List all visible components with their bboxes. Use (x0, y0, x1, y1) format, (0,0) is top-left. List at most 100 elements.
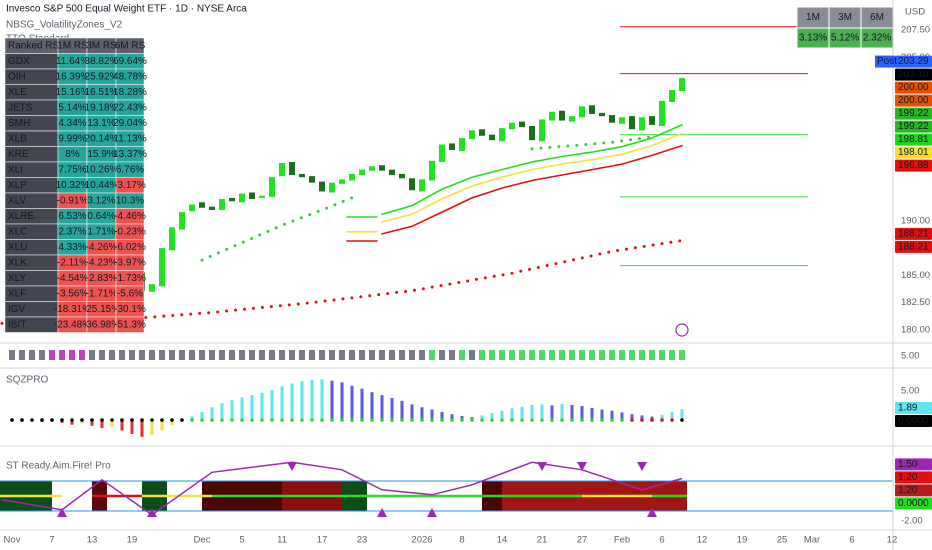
price-tag-label: 1.20 (898, 472, 918, 483)
candle (489, 134, 495, 141)
histogram-bar (430, 409, 434, 421)
squeeze-dot (450, 418, 454, 422)
table-header: 6M RS (115, 40, 146, 51)
state-square (549, 350, 555, 360)
candle (519, 121, 525, 128)
state-square (199, 350, 205, 360)
histogram-bar (380, 395, 384, 421)
candle (299, 173, 305, 178)
squeeze-dot (590, 418, 594, 422)
state-square (269, 350, 275, 360)
squeeze-dot (570, 418, 574, 422)
indicator-line (381, 144, 683, 235)
x-tick-label: 17 (317, 535, 328, 546)
squeeze-dot (130, 418, 134, 422)
state-square (589, 350, 595, 360)
x-tick-label: Nov (4, 535, 21, 546)
histogram-bar (310, 380, 314, 421)
price-tag-label: 196.88 (898, 160, 929, 171)
price-tag-label: 0.0000 (898, 416, 929, 427)
table-text: XLF (8, 288, 26, 299)
triangle-down (637, 462, 647, 471)
squeeze-dot (100, 418, 104, 422)
squeeze-dot (400, 418, 404, 422)
candle (409, 178, 415, 191)
state-square (389, 350, 395, 360)
state-square (429, 350, 435, 360)
x-tick-label: 2026 (411, 535, 432, 546)
table-text: 2.37% (58, 226, 86, 237)
squeeze-dot (260, 418, 264, 422)
x-tick-label: 6 (659, 535, 664, 546)
histogram-bar (350, 385, 354, 421)
histogram-bar (130, 420, 134, 434)
indicator-line (381, 132, 683, 223)
x-tick-label: 27 (577, 535, 588, 546)
squeeze-dot (420, 418, 424, 422)
x-tick-label: 21 (537, 535, 548, 546)
x-tick-label: 12 (697, 535, 708, 546)
table-text: 4.33% (58, 242, 86, 253)
state-square (119, 350, 125, 360)
histogram-bar (460, 415, 464, 421)
state-square (649, 350, 655, 360)
state-square (569, 350, 575, 360)
state-square (19, 350, 25, 360)
x-tick-label: 8 (459, 535, 464, 546)
squeeze-dot (220, 418, 224, 422)
squeeze-dot (90, 418, 94, 422)
table-text: XLY (8, 273, 26, 284)
histogram-bar (620, 412, 624, 421)
table-text: 10.26% (85, 164, 119, 175)
candle (219, 199, 225, 210)
histogram-bar (200, 411, 204, 421)
histogram-bar (570, 404, 574, 421)
squeeze-dot (320, 418, 324, 422)
triangle-down (577, 462, 587, 471)
table-text: 48.78% (113, 71, 147, 82)
price-tag-label: 1.50 (898, 459, 918, 470)
table-text: 22.43% (113, 102, 147, 113)
state-square (329, 350, 335, 360)
table-text: -30.1% (114, 304, 146, 315)
table-text: 69.64% (113, 56, 147, 67)
squeeze-dot (150, 418, 154, 422)
squeeze-dot (300, 418, 304, 422)
table-text: -0.23% (114, 226, 146, 237)
candle (619, 117, 625, 124)
squeeze-dot (380, 418, 384, 422)
post-label: Post (877, 56, 897, 67)
state-square (469, 350, 475, 360)
state-square (289, 350, 295, 360)
price-tag (895, 107, 932, 120)
table-text: 13.37% (113, 149, 147, 160)
state-square (599, 350, 605, 360)
squeeze-dot (540, 418, 544, 422)
table-text: -23.48% (54, 319, 91, 330)
state-square (579, 350, 585, 360)
table-text: XLV (8, 195, 26, 206)
table-text: 6.53% (58, 211, 86, 222)
table-text: 10.44% (85, 180, 119, 191)
x-tick-label: 11 (277, 535, 287, 546)
squeeze-dot (610, 418, 614, 422)
squeeze-dot (580, 418, 584, 422)
oscillator-line (1, 461, 683, 516)
histogram-bar (420, 407, 424, 421)
table-text: SMH (8, 118, 30, 129)
state-square (419, 350, 425, 360)
candle (389, 169, 395, 176)
state-square (169, 350, 175, 360)
candle (259, 195, 265, 198)
state-square (259, 350, 265, 360)
x-tick-label: 7 (49, 535, 54, 546)
squeeze-dot (190, 418, 194, 422)
state-square (509, 350, 515, 360)
table-header: Ranked RS (SPX) (8, 40, 89, 51)
squeeze-dot (330, 418, 334, 422)
state-square (219, 350, 225, 360)
state-square (189, 350, 195, 360)
candle (269, 177, 275, 197)
y-tick-label: 190.00 (901, 215, 930, 226)
perf-value: 3.13% (799, 33, 827, 44)
